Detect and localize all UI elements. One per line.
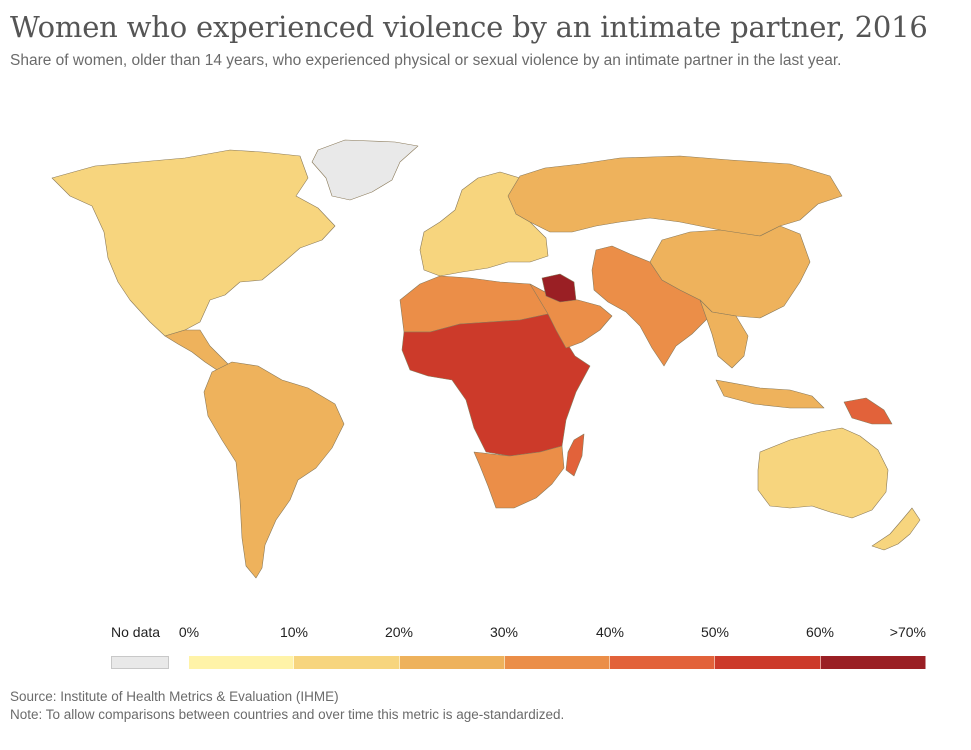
region-iraq	[541, 273, 577, 303]
region-central-africa	[401, 313, 591, 457]
legend-tick-30: 30%	[489, 624, 519, 640]
legend-no-data-swatch	[111, 656, 169, 669]
legend-bin-40-50	[610, 656, 716, 669]
world-map	[51, 139, 921, 579]
legend-tick-60: 60%	[805, 624, 835, 640]
legend-tick-10: 10%	[279, 624, 309, 640]
region-russia	[507, 155, 843, 237]
region-new-zealand	[871, 507, 921, 551]
legend-tick-40: 40%	[595, 624, 625, 640]
source-note: Source: Institute of Health Metrics & Ev…	[10, 689, 339, 704]
region-papua-new-guinea	[843, 397, 893, 425]
methodology-note: Note: To allow comparisons between count…	[10, 707, 565, 722]
region-australia	[757, 427, 889, 519]
legend-bin-60-70	[820, 656, 926, 669]
legend-bin-50-60	[715, 656, 821, 669]
legend-tick-50: 50%	[700, 624, 730, 640]
legend-tick-0: 0%	[178, 624, 200, 640]
legend-bin-10-20	[294, 656, 400, 669]
region-south-asia	[591, 245, 709, 367]
chart-title: Women who experienced violence by an int…	[10, 10, 928, 44]
legend-color-scale	[189, 656, 926, 669]
legend-no-data-label: No data	[111, 624, 161, 640]
chart-subtitle: Share of women, older than 14 years, who…	[10, 52, 842, 69]
legend-tick-20: 20%	[384, 624, 414, 640]
region-southeast-asia	[699, 299, 825, 409]
legend-bin-20-30	[399, 656, 505, 669]
region-central-america	[164, 329, 233, 373]
region-greenland	[311, 139, 419, 201]
legend-bin-0-10	[189, 656, 295, 669]
legend-bin-30-40	[504, 656, 611, 669]
region-madagascar	[565, 433, 585, 477]
region-china	[649, 225, 811, 319]
region-southern-africa	[473, 445, 565, 509]
region-north-america	[51, 149, 336, 337]
region-south-america	[203, 361, 345, 579]
legend-tick-70: >70%	[889, 624, 926, 640]
